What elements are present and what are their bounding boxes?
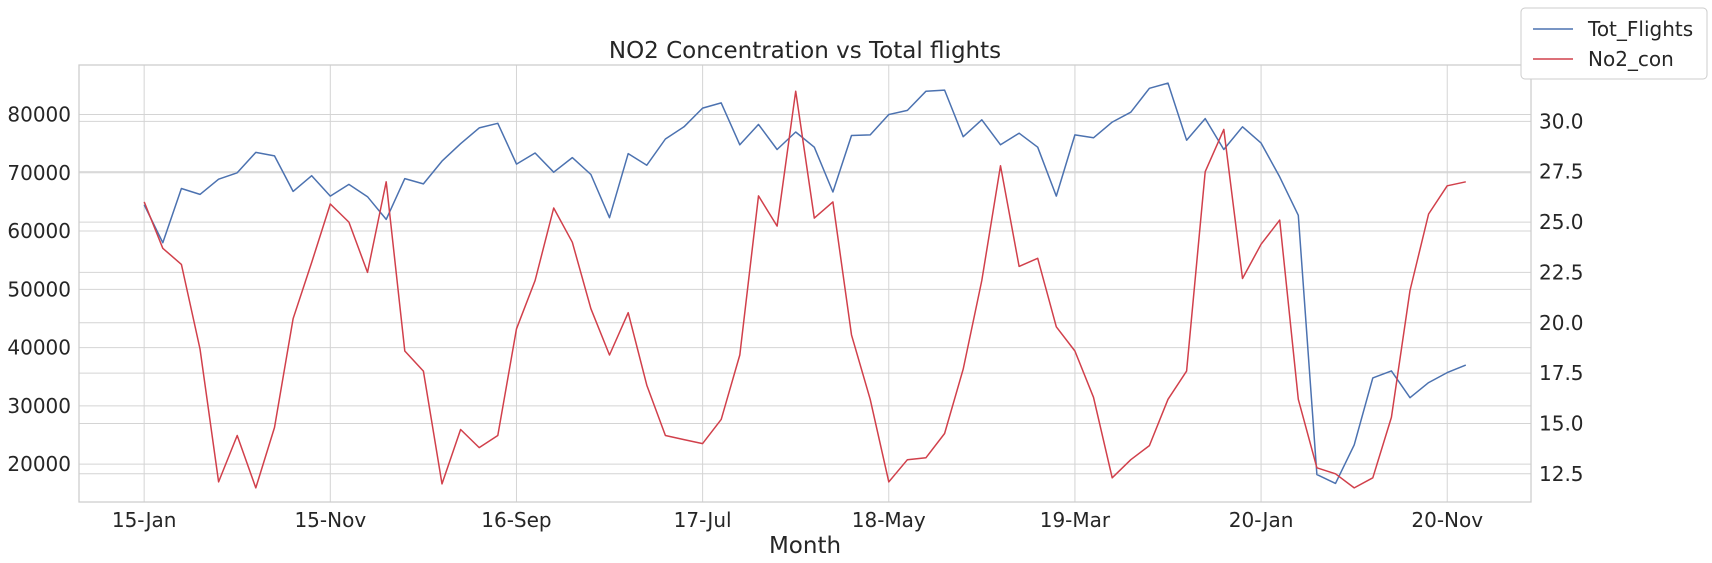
y-left-tick-label: 80000 (7, 103, 71, 127)
x-tick-label: 19-Mar (1040, 508, 1111, 532)
y-left-tick-label: 20000 (7, 452, 71, 476)
legend-label-no2-con: No2_con (1588, 47, 1674, 71)
y-left-tick-label: 30000 (7, 394, 71, 418)
x-tick-label: 16-Sep (481, 508, 551, 532)
y-right-tick-label: 30.0 (1539, 109, 1584, 133)
y-right-tick-label: 20.0 (1539, 311, 1584, 335)
grid (79, 65, 1531, 502)
x-tick-label: 15-Jan (112, 508, 177, 532)
x-axis-label: Month (769, 533, 841, 559)
chart-title: NO2 Concentration vs Total flights (609, 38, 1001, 64)
legend-box (1520, 7, 1708, 80)
y-right-tick-label: 27.5 (1539, 160, 1584, 184)
y-right-tick-label: 22.5 (1539, 260, 1584, 284)
plot-frame (78, 64, 1532, 503)
y-right-tick-label: 17.5 (1539, 361, 1584, 385)
x-tick-label: 18-May (852, 508, 926, 532)
y-right-tick-label: 12.5 (1539, 462, 1584, 486)
series-layer (143, 82, 1467, 489)
y-right-tick-label: 15.0 (1539, 411, 1584, 435)
y-left-tick-label: 60000 (7, 219, 71, 243)
x-tick-label: 20-Jan (1229, 508, 1294, 532)
x-tick-label: 17-Jul (674, 508, 732, 532)
y-right-tick-label: 25.0 (1539, 210, 1584, 234)
y-left-tick-label: 40000 (7, 336, 71, 360)
x-tick-label: 20-Nov (1411, 508, 1483, 532)
y-left-tick-label: 70000 (7, 161, 71, 185)
legend: Tot_Flights No2_con (1520, 7, 1708, 80)
legend-label-tot-flights: Tot_Flights (1587, 17, 1693, 41)
tick-labels: 15-Jan 15-Nov 16-Sep 17-Jul 18-May 19-Mar 20-J… (7, 103, 1583, 532)
series-line-tot-flights (143, 82, 1467, 485)
x-tick-label: 15-Nov (294, 508, 366, 532)
y-left-tick-label: 50000 (7, 277, 71, 301)
series-line-no2-con (143, 90, 1466, 489)
